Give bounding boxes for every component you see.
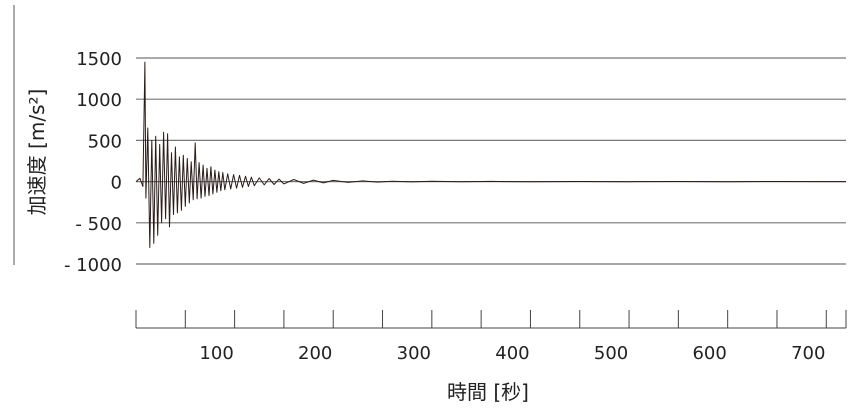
y-tick-label: 1000 xyxy=(76,90,122,111)
y-tick-label: 1500 xyxy=(76,49,122,70)
series xyxy=(135,61,846,248)
x-tick-label: 500 xyxy=(594,343,628,364)
y-tick-label: - 1000 xyxy=(64,255,122,276)
x-tick-label: 100 xyxy=(199,343,233,364)
y-tick-label: 500 xyxy=(88,131,122,152)
y-tick-label: - 500 xyxy=(75,214,122,235)
x-tick-label: 700 xyxy=(791,343,825,364)
x-axis-title: 時間 [秒] xyxy=(447,380,529,404)
grid-lines xyxy=(136,57,846,265)
x-tick-label: 200 xyxy=(298,343,332,364)
x-tick-label: 600 xyxy=(692,343,726,364)
y-tick-label: 0 xyxy=(111,173,122,194)
y-tick-labels: 1500 1000 500 0 - 500 - 1000 xyxy=(64,49,122,276)
x-tick-label: 400 xyxy=(495,343,529,364)
x-tick-label: 300 xyxy=(397,343,431,364)
x-tick-labels: 100 200 300 400 500 600 700 xyxy=(199,343,825,364)
series-line xyxy=(135,61,846,248)
x-axis xyxy=(135,310,847,329)
y-axis-title: 加速度 [m/s²] xyxy=(25,89,49,216)
